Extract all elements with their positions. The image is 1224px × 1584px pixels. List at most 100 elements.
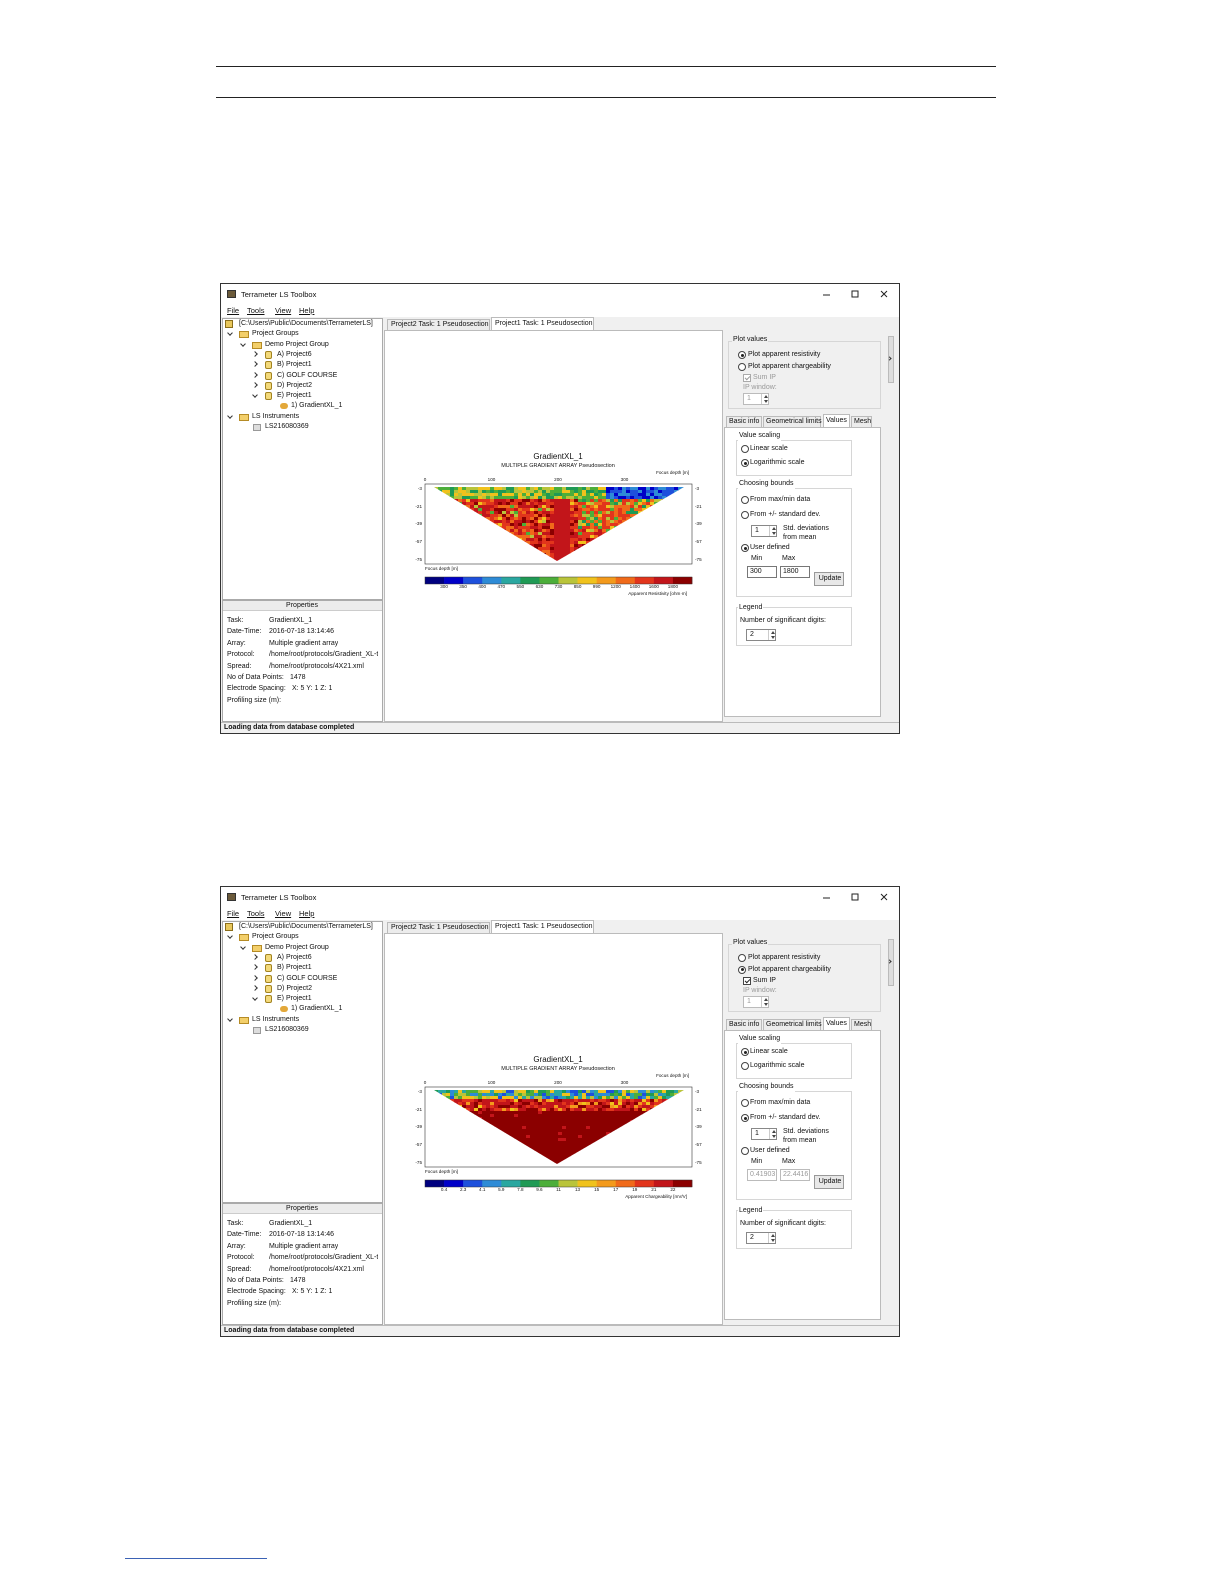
- document-tab[interactable]: Project1 Task: 1 Pseudosection: [491, 317, 594, 331]
- max-input[interactable]: 22.4416: [780, 1169, 810, 1181]
- tree-item[interactable]: [C:\Users\Public\Documents\TerrameterLS]: [239, 320, 373, 327]
- radio-button[interactable]: [738, 351, 746, 359]
- tree-item[interactable]: 1) GradientXL_1: [291, 1005, 343, 1013]
- radio-label[interactable]: Plot apparent resistivity: [748, 954, 821, 961]
- min-input[interactable]: 300: [747, 566, 777, 578]
- group-title: Choosing bounds: [738, 479, 795, 489]
- settings-tab[interactable]: Basic info: [726, 1019, 762, 1031]
- radio-label[interactable]: From max/min data: [750, 496, 811, 503]
- radio-button[interactable]: [738, 965, 746, 974]
- spin-arrows: [768, 1233, 775, 1243]
- checkbox-label[interactable]: Sum IP: [753, 977, 776, 984]
- menu-item[interactable]: Help: [299, 909, 315, 918]
- checkbox[interactable]: [743, 977, 751, 985]
- radio-button[interactable]: [741, 445, 749, 453]
- document-tab[interactable]: Project2 Task: 1 Pseudosection: [387, 922, 490, 934]
- header-rule: [216, 97, 996, 98]
- radio-label[interactable]: Linear scale: [750, 445, 788, 452]
- radio-button[interactable]: [741, 1062, 749, 1070]
- property-label: Date-Time:: [227, 1231, 262, 1239]
- radio-button[interactable]: [741, 459, 749, 467]
- tree-item[interactable]: Demo Project Group: [265, 943, 329, 951]
- radio-button[interactable]: [741, 1147, 749, 1155]
- radio-button[interactable]: [738, 362, 746, 371]
- settings-tab[interactable]: Mesh: [851, 416, 872, 428]
- min-input[interactable]: 0.41903: [747, 1169, 777, 1181]
- radio-button[interactable]: [741, 496, 749, 504]
- settings-tab[interactable]: Geometrical limits: [763, 416, 822, 428]
- property-label: No of Data Points:: [227, 674, 284, 681]
- tree-item[interactable]: LS216080369: [265, 1026, 309, 1033]
- radio-label[interactable]: User defined: [750, 1147, 790, 1154]
- settings-tab[interactable]: Values: [823, 1017, 850, 1031]
- tree-item[interactable]: LS216080369: [265, 423, 309, 430]
- spin-box[interactable]: 1: [743, 393, 769, 405]
- max-input[interactable]: 1800: [780, 566, 810, 578]
- radio-button[interactable]: [741, 1114, 749, 1122]
- property-label: Task:: [227, 1220, 244, 1227]
- window-controls[interactable]: [819, 887, 899, 907]
- max-value: 1800: [783, 568, 799, 575]
- menu-item[interactable]: Tools: [247, 909, 265, 918]
- settings-tab[interactable]: Mesh: [851, 1019, 872, 1031]
- menu-item[interactable]: View: [275, 909, 292, 918]
- radio-label[interactable]: From +/- standard dev.: [750, 1114, 821, 1121]
- spin-box[interactable]: 1: [743, 996, 769, 1008]
- window-controls[interactable]: [819, 284, 899, 304]
- menu-item[interactable]: Help: [299, 306, 315, 315]
- settings-tab[interactable]: Basic info: [726, 416, 762, 428]
- tree-item[interactable]: B) Project1: [277, 361, 312, 369]
- arrow-down: [770, 636, 775, 639]
- settings-tab[interactable]: Geometrical limits: [763, 1019, 822, 1031]
- radio-label[interactable]: Plot apparent chargeability: [748, 965, 831, 973]
- document-tab[interactable]: Project2 Task: 1 Pseudosection: [387, 319, 490, 331]
- radio-button[interactable]: [741, 1099, 749, 1107]
- update-button[interactable]: Update: [814, 1175, 844, 1189]
- tree-item[interactable]: D) Project2: [277, 381, 313, 389]
- spin-box[interactable]: 2: [746, 629, 776, 641]
- spin-box[interactable]: 1: [751, 1128, 777, 1140]
- tree-item[interactable]: A) Project6: [277, 953, 312, 961]
- tree-item[interactable]: E) Project1: [277, 392, 312, 400]
- radio-label[interactable]: From +/- standard dev.: [750, 511, 821, 518]
- tree-item[interactable]: LS Instruments: [252, 412, 300, 420]
- radio-label[interactable]: Linear scale: [750, 1048, 788, 1055]
- settings-tab[interactable]: Values: [823, 414, 850, 428]
- tree-item[interactable]: Demo Project Group: [265, 340, 329, 348]
- menu-item[interactable]: View: [275, 306, 292, 315]
- arrow-up: [763, 998, 768, 1001]
- tree-item[interactable]: D) Project2: [277, 984, 313, 992]
- menu-item[interactable]: Tools: [247, 306, 265, 315]
- group-title: Legend: [738, 1206, 764, 1216]
- radio-label[interactable]: Plot apparent resistivity: [748, 351, 821, 358]
- tree-item[interactable]: Project Groups: [252, 330, 299, 338]
- menu-item[interactable]: File: [227, 909, 240, 918]
- tree-item[interactable]: A) Project6: [277, 350, 312, 358]
- tree-item[interactable]: B) Project1: [277, 964, 312, 972]
- tree-item[interactable]: LS Instruments: [252, 1015, 300, 1023]
- tree-item[interactable]: [C:\Users\Public\Documents\TerrameterLS]: [239, 923, 373, 930]
- radio-label[interactable]: Logarithmic scale: [750, 459, 805, 466]
- radio-label[interactable]: User defined: [750, 544, 790, 551]
- radio-button[interactable]: [741, 511, 749, 519]
- radio-label[interactable]: Logarithmic scale: [750, 1062, 805, 1069]
- tree-item[interactable]: 1) GradientXL_1: [291, 402, 343, 410]
- spin-box[interactable]: 1: [751, 525, 777, 537]
- document-tab-label: Project2 Task: 1 Pseudosection: [391, 321, 489, 328]
- document-tab[interactable]: Project1 Task: 1 Pseudosection: [491, 920, 594, 934]
- radio-button[interactable]: [741, 544, 749, 552]
- radio-button[interactable]: [738, 954, 746, 962]
- tree-item[interactable]: E) Project1: [277, 995, 312, 1003]
- document-tab-label: Project1 Task: 1 Pseudosection: [495, 923, 593, 930]
- tree-item[interactable]: Project Groups: [252, 933, 299, 941]
- group-box: [736, 1043, 852, 1079]
- update-button[interactable]: Update: [814, 572, 844, 586]
- spin-box[interactable]: 2: [746, 1232, 776, 1244]
- radio-dot: [740, 968, 744, 971]
- radio-label[interactable]: From max/min data: [750, 1099, 811, 1106]
- menu-item[interactable]: File: [227, 306, 240, 315]
- tree-item[interactable]: C) GOLF COURSE: [277, 974, 338, 982]
- tree-item[interactable]: C) GOLF COURSE: [277, 371, 338, 379]
- radio-label[interactable]: Plot apparent chargeability: [748, 362, 831, 370]
- radio-button[interactable]: [741, 1048, 749, 1056]
